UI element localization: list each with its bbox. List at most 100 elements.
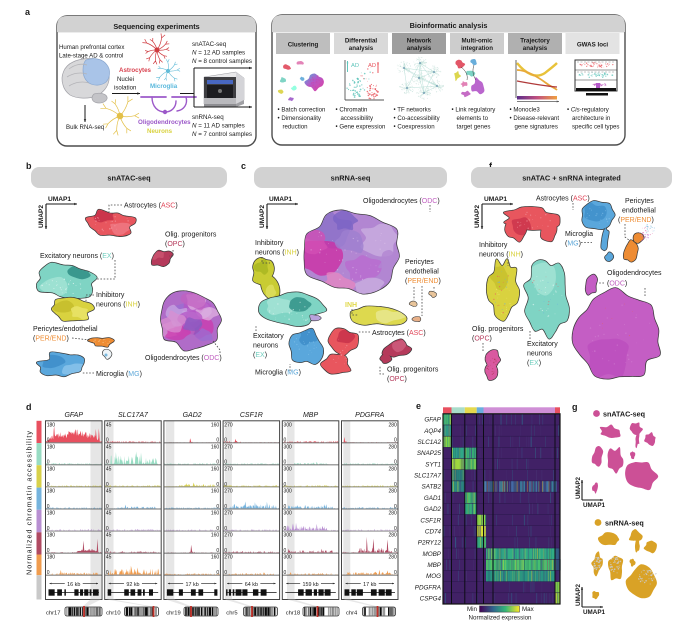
- svg-text:270: 270: [224, 444, 233, 450]
- svg-text:45: 45: [106, 422, 112, 428]
- svg-text:0: 0: [224, 482, 227, 488]
- svg-text:300: 300: [284, 533, 293, 539]
- svg-text:Astrocytes: Astrocytes: [119, 67, 152, 74]
- svg-text:0: 0: [284, 526, 287, 532]
- svg-text:(ODC): (ODC): [607, 281, 627, 288]
- svg-text:SYT1: SYT1: [425, 461, 441, 468]
- svg-text:280: 280: [388, 511, 397, 517]
- svg-text:0: 0: [394, 482, 397, 488]
- svg-text:MBP: MBP: [427, 562, 441, 569]
- svg-text:UMAP1: UMAP1: [48, 196, 71, 203]
- svg-text:160: 160: [211, 466, 220, 472]
- svg-text:Microglia (MG): Microglia (MG): [96, 371, 142, 378]
- svg-text:45: 45: [106, 533, 112, 539]
- svg-text:0: 0: [284, 482, 287, 488]
- svg-text:Astrocytes (ASC): Astrocytes (ASC): [372, 330, 426, 337]
- svg-text:17 kb: 17 kb: [186, 582, 199, 588]
- svg-text:• TF networks: • TF networks: [394, 107, 431, 114]
- svg-text:chr19: chr19: [166, 611, 181, 617]
- svg-text:45: 45: [106, 488, 112, 494]
- svg-text:300: 300: [284, 444, 293, 450]
- svg-text:Nuclei: Nuclei: [117, 76, 134, 83]
- svg-text:300: 300: [284, 555, 293, 561]
- svg-text:SATB2: SATB2: [422, 484, 442, 491]
- svg-text:specific cell types: specific cell types: [572, 123, 619, 130]
- svg-text:(PER/END): (PER/END): [618, 217, 654, 224]
- svg-text:0: 0: [216, 504, 219, 510]
- svg-text:MOG: MOG: [426, 573, 441, 580]
- svg-text:0: 0: [394, 570, 397, 576]
- svg-text:N = 12 AD samples: N = 12 AD samples: [192, 50, 245, 57]
- svg-text:snRNA-seq: snRNA-seq: [331, 174, 371, 183]
- svg-text:0: 0: [47, 570, 50, 576]
- svg-text:300: 300: [284, 511, 293, 517]
- svg-text:16 kb: 16 kb: [67, 582, 80, 588]
- svg-text:integration: integration: [461, 45, 493, 52]
- svg-text:300: 300: [284, 422, 293, 428]
- svg-text:64 kb: 64 kb: [245, 582, 258, 588]
- svg-text:elements to: elements to: [457, 115, 489, 122]
- svg-text:0: 0: [224, 460, 227, 466]
- svg-text:Excitatory: Excitatory: [253, 333, 284, 340]
- svg-text:UMAP1: UMAP1: [583, 609, 606, 616]
- svg-text:Oligodendrocytes (ODC): Oligodendrocytes (ODC): [363, 198, 440, 205]
- svg-text:• Batch correction: • Batch correction: [278, 107, 326, 114]
- svg-text:isolation: isolation: [114, 85, 136, 92]
- svg-text:(EX): (EX): [253, 352, 267, 359]
- svg-text:0: 0: [284, 548, 287, 554]
- svg-text:0: 0: [224, 438, 227, 444]
- svg-text:analysis: analysis: [407, 45, 432, 52]
- svg-text:180: 180: [47, 466, 56, 472]
- svg-text:0: 0: [47, 460, 50, 466]
- svg-text:architecture in: architecture in: [572, 115, 610, 122]
- svg-text:UMAP1: UMAP1: [269, 196, 292, 203]
- svg-text:g: g: [572, 402, 578, 412]
- svg-text:• Co-accessibility: • Co-accessibility: [394, 115, 441, 122]
- svg-text:N = 8 control samples: N = 8 control samples: [192, 58, 252, 65]
- svg-text:• Coexpression: • Coexpression: [394, 123, 435, 130]
- svg-text:(MG): (MG): [565, 241, 581, 248]
- svg-text:Microglia: Microglia: [565, 231, 593, 238]
- svg-text:UMAP1: UMAP1: [484, 196, 507, 203]
- svg-text:0: 0: [216, 526, 219, 532]
- svg-text:SLC17A7: SLC17A7: [414, 473, 441, 480]
- svg-text:Astrocytes (ASC): Astrocytes (ASC): [124, 203, 178, 210]
- svg-text:GFAP: GFAP: [424, 417, 441, 424]
- svg-text:45: 45: [106, 555, 112, 561]
- svg-text:160: 160: [211, 422, 220, 428]
- svg-text:Human prefrontal cortex: Human prefrontal cortex: [59, 44, 124, 51]
- svg-text:180: 180: [47, 422, 56, 428]
- svg-text:0: 0: [106, 460, 109, 466]
- svg-text:GAD2: GAD2: [424, 506, 442, 513]
- svg-text:Inhibitory: Inhibitory: [479, 242, 508, 249]
- svg-text:SLC17A7: SLC17A7: [118, 412, 149, 419]
- svg-text:endothelial: endothelial: [405, 269, 439, 276]
- svg-text:17 kb: 17 kb: [363, 582, 376, 588]
- svg-text:Clustering: Clustering: [288, 42, 319, 49]
- svg-text:0: 0: [224, 548, 227, 554]
- svg-text:MBP: MBP: [303, 412, 319, 419]
- svg-text:• Disease-relevant: • Disease-relevant: [510, 115, 560, 122]
- svg-text:UMAP2: UMAP2: [474, 205, 481, 228]
- svg-text:0: 0: [47, 438, 50, 444]
- svg-text:180: 180: [47, 444, 56, 450]
- svg-text:45: 45: [106, 444, 112, 450]
- svg-text:gene signatures: gene signatures: [515, 123, 558, 130]
- svg-text:chr4: chr4: [346, 611, 358, 617]
- svg-text:0: 0: [284, 460, 287, 466]
- svg-text:Network: Network: [407, 38, 432, 45]
- svg-text:UMAP2: UMAP2: [38, 205, 45, 228]
- svg-text:• Gene expression: • Gene expression: [336, 123, 386, 130]
- svg-text:0: 0: [216, 460, 219, 466]
- svg-text:0: 0: [224, 570, 227, 576]
- svg-text:Olig. progenitors: Olig. progenitors: [165, 232, 217, 239]
- svg-text:0: 0: [394, 460, 397, 466]
- svg-text:280: 280: [388, 555, 397, 561]
- svg-text:Oligodendrocytes: Oligodendrocytes: [607, 270, 662, 277]
- svg-text:N = 11 AD samples: N = 11 AD samples: [192, 123, 245, 130]
- svg-text:92 kb: 92 kb: [126, 582, 139, 588]
- svg-text:0: 0: [394, 438, 397, 444]
- svg-text:UMAP2: UMAP2: [575, 476, 582, 499]
- svg-text:Pericytes: Pericytes: [625, 198, 654, 205]
- svg-text:Pericytes/endothelial: Pericytes/endothelial: [33, 326, 98, 333]
